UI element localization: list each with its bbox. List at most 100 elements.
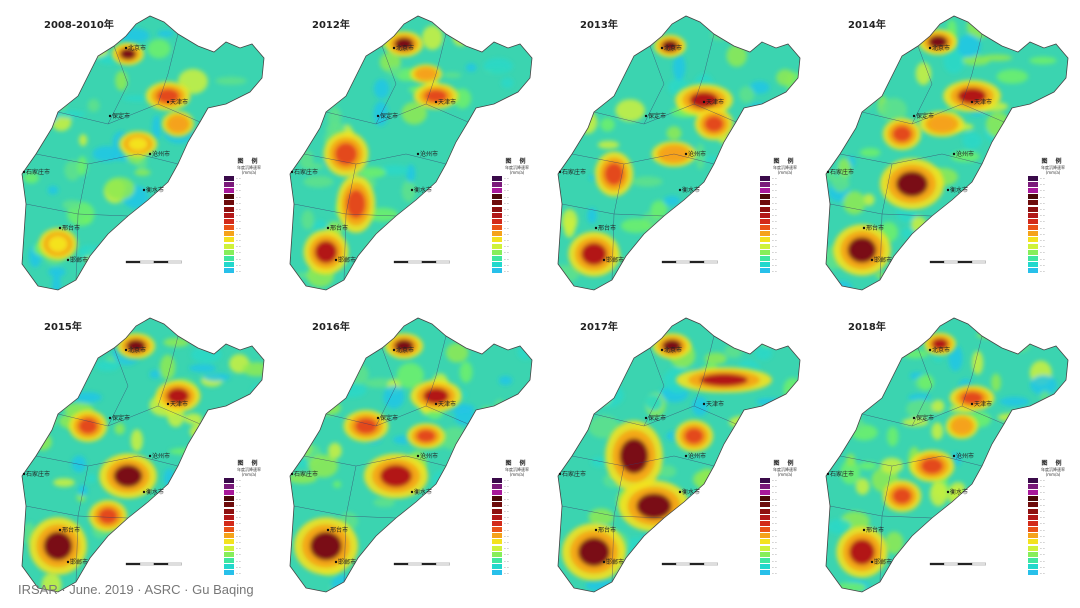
legend-row: – – xyxy=(492,243,542,249)
legend-range-label: – – xyxy=(236,539,241,544)
legend-subtitle: 年度沉降速率 xyxy=(1041,165,1065,170)
panel-title: 2013年 xyxy=(580,20,618,31)
legend-range-label: – – xyxy=(504,213,509,218)
legend-range-label: – – xyxy=(1040,188,1045,193)
legend-swatch xyxy=(760,533,770,539)
legend-row: – – xyxy=(492,570,542,576)
legend-swatch xyxy=(1028,477,1038,483)
city-label: 北京市 xyxy=(128,44,146,52)
legend-row: – – xyxy=(1028,533,1078,539)
legend-row: – – xyxy=(224,181,274,187)
region-outline xyxy=(289,15,533,291)
legend-subtitle: 年度沉降速率 xyxy=(773,165,797,170)
city-label: 邯郸市 xyxy=(606,558,624,566)
legend-row: – – xyxy=(224,477,274,483)
legend-swatch xyxy=(492,477,502,483)
legend-row: – – xyxy=(760,514,810,520)
legend-range-label: – – xyxy=(504,570,509,575)
map-panel: 2017年 北京市 天津市 保定市 沧州市 石家庄市 衡水市 邢台市 邯郸市图 例年度沉降速率(… xyxy=(554,306,814,596)
legend-range-label: – – xyxy=(1040,521,1045,526)
city-marker xyxy=(870,258,874,262)
legend-row: – – xyxy=(224,218,274,224)
city-label: 邢台市 xyxy=(866,526,884,534)
legend-row: – – xyxy=(760,231,810,237)
legend-row: – – xyxy=(224,496,274,502)
legend-swatch xyxy=(1028,551,1038,557)
legend-range-label: – – xyxy=(1040,564,1045,569)
legend-range-label: – – xyxy=(504,490,509,495)
legend-swatch xyxy=(224,268,234,274)
legend-subtitle: 年度沉降速率 xyxy=(237,165,261,170)
legend-swatch xyxy=(492,231,502,237)
city-marker xyxy=(434,100,438,104)
district-boundaries xyxy=(293,33,469,281)
legend-row: – – xyxy=(492,508,542,514)
legend-swatch xyxy=(760,256,770,262)
legend-row: – – xyxy=(1028,200,1078,206)
legend-row: – – xyxy=(760,564,810,570)
legend-range-label: – – xyxy=(1040,570,1045,575)
map-panel: 2016年 北京市 天津市 保定市 沧州市 石家庄市 衡水市 邢台市 邯郸市图 例年度沉降速率(… xyxy=(286,306,546,596)
city-label: 天津市 xyxy=(706,98,724,106)
legend-row: – – xyxy=(760,570,810,576)
legend-range-label: – – xyxy=(772,200,777,205)
legend-row: – – xyxy=(492,175,542,181)
legend-range-label: – – xyxy=(236,527,241,532)
city-marker xyxy=(928,348,932,352)
legend-range-label: – – xyxy=(504,533,509,538)
legend-swatch xyxy=(224,527,234,533)
legend-swatch xyxy=(224,520,234,526)
legend-range-label: – – xyxy=(1040,490,1045,495)
legend-swatch xyxy=(492,570,502,576)
legend-swatch xyxy=(492,564,502,570)
city-marker xyxy=(684,454,688,458)
subsidence-hotspots xyxy=(38,42,194,260)
legend-row: – – xyxy=(492,187,542,193)
legend-row: – – xyxy=(492,502,542,508)
legend-swatch xyxy=(224,237,234,243)
city-label: 衡水市 xyxy=(414,186,432,194)
legend-swatch xyxy=(224,181,234,187)
city-marker xyxy=(108,114,112,118)
footer-credit: IRSAR · June. 2019 · ASRC · Gu Baqing xyxy=(18,582,254,597)
legend-row: – – xyxy=(760,194,810,200)
city-marker xyxy=(124,46,128,50)
legend-row: – – xyxy=(492,194,542,200)
city-marker xyxy=(434,402,438,406)
subsidence-hotspots xyxy=(836,332,995,578)
legend-range-label: – – xyxy=(1040,194,1045,199)
legend-subtitle: 年度沉降速率 xyxy=(1041,467,1065,472)
legend-range-label: – – xyxy=(772,176,777,181)
legend-swatch xyxy=(224,539,234,545)
legend-range-label: – – xyxy=(1040,250,1045,255)
legend-swatch xyxy=(760,570,770,576)
legend-swatch xyxy=(492,496,502,502)
legend-swatch xyxy=(1028,545,1038,551)
city-marker xyxy=(946,490,950,494)
legend-row: – – xyxy=(1028,520,1078,526)
city-label: 邢台市 xyxy=(866,224,884,232)
city-marker xyxy=(660,348,664,352)
legend-row: – – xyxy=(224,557,274,564)
city-marker xyxy=(644,416,648,420)
legend-row: – – xyxy=(1028,489,1078,495)
legend-swatch xyxy=(492,527,502,533)
legend-row: – – xyxy=(1028,514,1078,520)
legend-row: – – xyxy=(492,527,542,533)
legend-range-label: – – xyxy=(1040,213,1045,218)
legend-range-label: – – xyxy=(236,207,241,212)
city-marker xyxy=(970,100,974,104)
scale-bar xyxy=(929,260,986,264)
city-marker xyxy=(644,114,648,118)
legend-row: – – xyxy=(224,502,274,508)
legend-range-label: – – xyxy=(772,262,777,267)
city-marker xyxy=(678,188,682,192)
legend-swatch xyxy=(760,181,770,187)
legend-title: 图 例 xyxy=(505,158,529,165)
city-marker xyxy=(678,490,682,494)
legend-row: – – xyxy=(224,508,274,514)
legend-range-label: – – xyxy=(504,250,509,255)
